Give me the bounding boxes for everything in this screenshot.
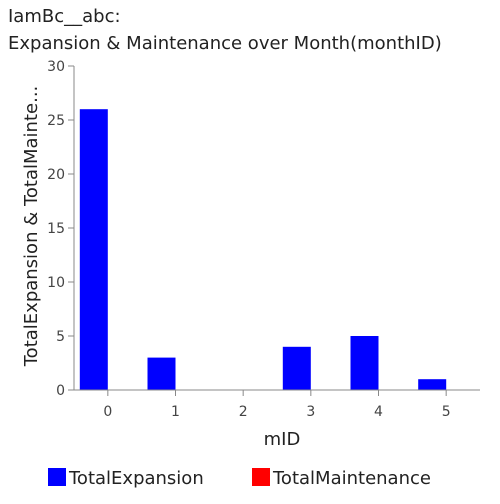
chart-title: IamBc__abc: [8, 6, 121, 28]
bar-totalexpansion-4 [351, 336, 379, 390]
plot-area [80, 109, 446, 390]
x-tick-label: 5 [442, 404, 451, 420]
y-tick-label: 15 [47, 221, 65, 237]
x-tick-label: 2 [239, 404, 248, 420]
legend: TotalExpansion TotalMaintenance [48, 468, 431, 489]
y-tick-label: 0 [56, 383, 65, 399]
y-tick-label: 30 [47, 59, 65, 75]
y-axis-title: TotalExpansion & TotalMainte... [21, 86, 42, 368]
y-tick-label: 20 [47, 167, 65, 183]
legend-label-totalmaintenance: TotalMaintenance [272, 468, 431, 489]
bar-totalexpansion-3 [283, 347, 311, 390]
x-tick-label: 4 [374, 404, 383, 420]
x-tick-label: 0 [103, 404, 112, 420]
legend-label-totalexpansion: TotalExpansion [68, 468, 204, 489]
y-tick-label: 5 [56, 329, 65, 345]
bar-totalexpansion-1 [148, 358, 176, 390]
bar-totalexpansion-0 [80, 109, 108, 390]
x-tick-label: 1 [171, 404, 180, 420]
y-tick-label: 10 [47, 275, 65, 291]
x-axis-title: mID [264, 429, 301, 450]
legend-swatch-totalmaintenance [252, 468, 270, 486]
legend-swatch-totalexpansion [48, 468, 66, 486]
bar-totalexpansion-5 [418, 379, 446, 390]
y-tick-label: 25 [47, 113, 65, 129]
chart-subtitle: Expansion & Maintenance over Month(month… [8, 33, 442, 55]
axes: 0 5 10 15 20 25 30 0 1 2 3 4 5 [47, 59, 480, 420]
x-tick-label: 3 [306, 404, 315, 420]
